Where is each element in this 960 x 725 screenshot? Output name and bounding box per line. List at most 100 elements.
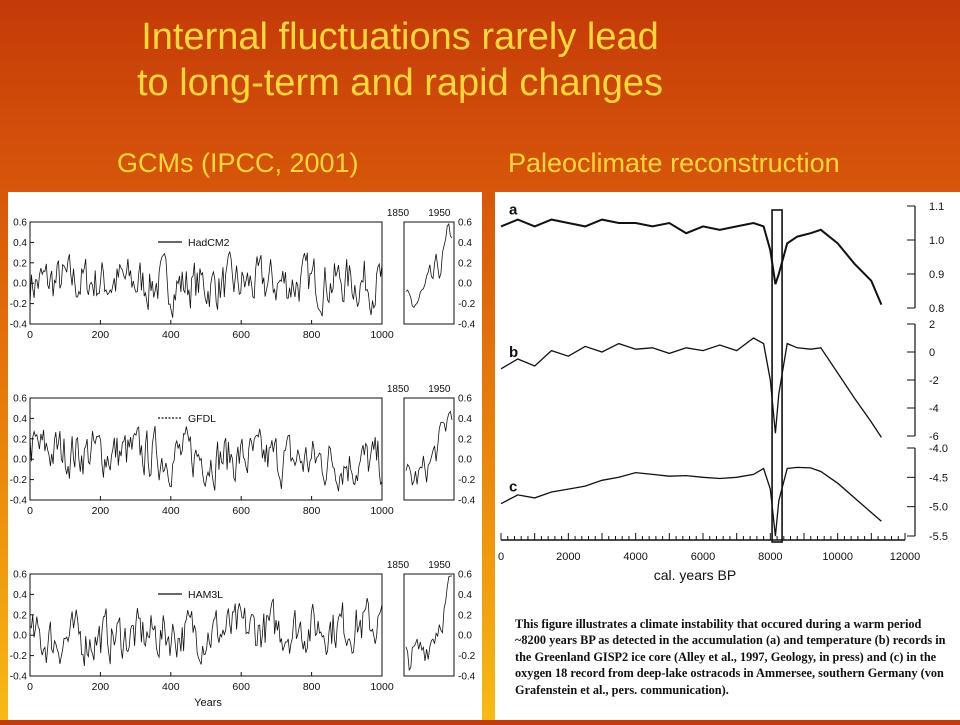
inset-y-tick-label: 0.4: [458, 238, 472, 249]
gcm-chart-hadcm2: 0.60.40.20.0-0.2-0.40 200 400 600 800 1000Had…: [10, 208, 476, 341]
y-tick-label: 0.2: [13, 434, 27, 445]
inset-y-tick-label: 0.2: [458, 434, 472, 445]
x-tick-label: 1000: [370, 681, 394, 693]
right-tick-label: 0.9: [929, 269, 944, 281]
right-tick-label: -4: [929, 403, 939, 415]
x-tick-label: 200: [92, 681, 110, 693]
x-tick-label: 0: [27, 505, 33, 517]
panel-letter-a: a: [509, 201, 518, 218]
right-tick-label: 1.1: [929, 201, 944, 213]
inset-y-tick-label: 0.0: [458, 631, 472, 642]
inset-y-tick-label: 0.4: [458, 414, 472, 425]
inset-y-tick-label: -0.2: [458, 475, 476, 486]
paleo-chart: a 1.1 1.0 0.9 0.8 b 2 0 -2 -4 -6 c -4.0 -4.5 -5.0 -5.5 0…: [498, 201, 948, 583]
y-tick-label: 0.0: [13, 279, 27, 290]
x-tick-label: 2000: [556, 551, 580, 563]
gcm-chart-ham3l: 0.60.40.20.0-0.2-0.40 200 400 600 800 1000HAM…: [10, 560, 476, 709]
inset-y-tick-label: 0.0: [458, 279, 472, 290]
gcm-chart-gfdl: 0.60.40.20.0-0.2-0.40 200 400 600 800 1000GFD…: [10, 384, 476, 517]
y-tick-label: 0.2: [13, 610, 27, 621]
series-line: [29, 598, 383, 667]
event-band: [771, 209, 783, 543]
slide-title-line-1: Internal fluctuations rarely lead: [141, 16, 659, 58]
series-line: [29, 250, 383, 318]
right-tick-label: -4.5: [929, 472, 948, 484]
plot-frame: [29, 221, 383, 325]
inset-frame: [403, 221, 455, 325]
series-line: [29, 425, 383, 492]
paleo-series-line-c: [500, 466, 882, 537]
right-tick-label: -5.5: [929, 531, 948, 543]
panel-letter-b: b: [509, 344, 518, 361]
slide-title: Internal fluctuations rarely lead to lon…: [0, 14, 800, 106]
y-tick-label: 0.4: [13, 590, 27, 601]
x-tick-label: 12000: [890, 551, 921, 563]
figure-caption: This figure illustrates a climate instab…: [515, 617, 946, 697]
gcm-charts: 0.60.40.20.0-0.2-0.40 200 400 600 800 1000Had…: [10, 208, 476, 709]
x-tick-label: 400: [162, 505, 180, 517]
right-tick-label: 2: [929, 319, 935, 331]
paleo-series-line-b: [500, 337, 882, 438]
x-tick-label: 1000: [370, 505, 394, 517]
inset-series-line: [405, 410, 453, 486]
inset-y-tick-label: 0.6: [458, 218, 472, 229]
x-tick-label: 800: [303, 681, 321, 693]
y-tick-label: -0.4: [10, 672, 28, 683]
x-tick-label: 6000: [691, 551, 715, 563]
inset-y-tick-label: -0.2: [458, 299, 476, 310]
inset-y-tick-label: -0.2: [458, 651, 476, 662]
y-tick-label: 0.6: [13, 218, 27, 229]
x-tick-label: 0: [498, 551, 504, 563]
inset-y-tick-label: 0.0: [458, 455, 472, 466]
y-tick-label: -0.2: [10, 475, 28, 486]
x-tick-label: 600: [232, 681, 250, 693]
x-tick-label: 10000: [822, 551, 853, 563]
y-tick-label: 0.2: [13, 258, 27, 269]
x-tick-label: 800: [303, 505, 321, 517]
slide-title-line-2: to long-term and rapid changes: [137, 62, 663, 104]
panel-letter-c: c: [509, 479, 517, 496]
y-tick-label: 0.4: [13, 238, 27, 249]
x-tick-label: 600: [232, 505, 250, 517]
right-tick-label: -5.0: [929, 502, 948, 514]
paleo-column-heading: Paleoclimate reconstruction: [508, 148, 840, 178]
right-tick-label: 0: [929, 347, 935, 359]
x-axis-label: Years: [194, 697, 222, 709]
x-tick-label: 0: [27, 329, 33, 341]
inset-year-label: 1850: [387, 208, 410, 219]
y-tick-label: 0.4: [13, 414, 27, 425]
x-tick-label: 600: [232, 329, 250, 341]
legend-label: HAM3L: [188, 589, 223, 601]
inset-series-line: [405, 222, 453, 309]
x-tick-label: 0: [27, 681, 33, 693]
right-tick-label: 1.0: [929, 235, 944, 247]
inset-frame: [403, 573, 455, 677]
paleo-plot: a 1.1 1.0 0.9 0.8 b 2 0 -2 -4 -6 c -4.0 -4.5 -5.0 -5.5 0…: [498, 201, 948, 583]
inset-series-line: [405, 575, 452, 672]
inset-y-tick-label: 0.6: [458, 570, 472, 581]
inset-y-tick-label: -0.4: [458, 496, 476, 507]
inset-y-tick-label: 0.4: [458, 590, 472, 601]
x-tick-label: 200: [92, 505, 110, 517]
x-tick-label: 8000: [758, 551, 782, 563]
x-tick-label: 200: [92, 329, 110, 341]
y-tick-label: -0.2: [10, 299, 28, 310]
right-tick-label: -6: [929, 431, 939, 443]
plot-frame: [29, 573, 383, 677]
inset-year-label: 1950: [428, 384, 451, 395]
gcm-figure-panel: 0.6 0.4 0.2 0.0 -0.2 -0.4 0 200 400 600 800 1000 Had…: [8, 192, 482, 720]
inset-y-tick-label: 0.2: [458, 610, 472, 621]
inset-year-label: 1950: [428, 208, 451, 219]
y-tick-label: 0.6: [13, 394, 27, 405]
y-tick-label: -0.4: [10, 496, 28, 507]
x-tick-label: 1000: [370, 329, 394, 341]
legend-label: HadCM2: [188, 237, 230, 249]
plot-frame: [29, 397, 383, 501]
right-tick-label: -2: [929, 375, 939, 387]
inset-y-tick-label: -0.4: [458, 672, 476, 683]
inset-y-tick-label: 0.2: [458, 258, 472, 269]
x-tick-label: 400: [162, 681, 180, 693]
paleo-series-line-a: [500, 218, 883, 305]
inset-frame: [403, 397, 455, 501]
right-tick-label: -4.0: [929, 443, 948, 455]
